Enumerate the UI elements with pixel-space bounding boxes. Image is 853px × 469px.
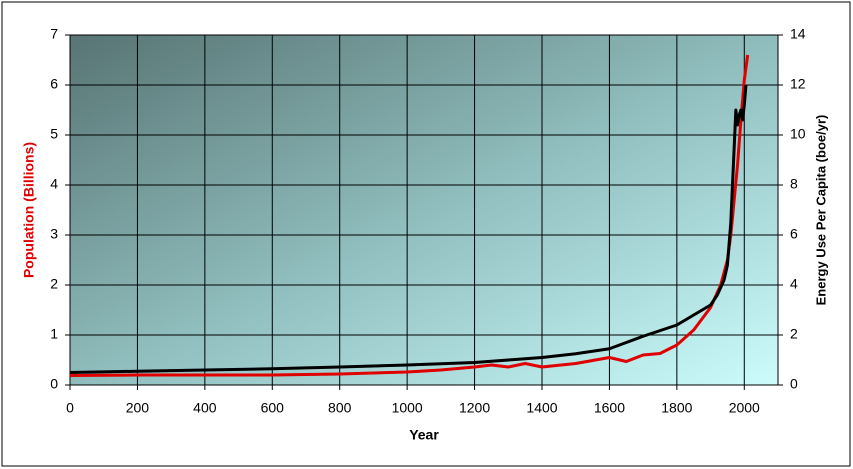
- y-tick-label: 5: [50, 126, 58, 142]
- y-tick-label: 3: [50, 226, 58, 242]
- y2-tick-label: 2: [790, 326, 798, 342]
- y-axis-title: Population (Billions): [21, 142, 37, 278]
- x-tick-label: 400: [193, 400, 217, 416]
- y2-tick-label: 6: [790, 226, 798, 242]
- plot-border: [69, 34, 779, 386]
- x-tick-label: 800: [328, 400, 352, 416]
- x-tick-label: 1600: [594, 400, 625, 416]
- series-line: [69, 84, 748, 374]
- y2-tick-label: 12: [790, 76, 806, 92]
- y2-axis-title: Energy Use Per Capita (boe/yr): [813, 115, 828, 306]
- x-tick-label: 1000: [392, 400, 423, 416]
- y-tick-label: 7: [50, 26, 58, 42]
- x-tick-label: 2000: [729, 400, 760, 416]
- y-tick-label: 0: [50, 376, 58, 392]
- y-tick-label: 1: [50, 326, 58, 342]
- y2-tick-label: 0: [790, 376, 798, 392]
- x-tick-label: 600: [261, 400, 285, 416]
- y-tick-label: 6: [50, 76, 58, 92]
- x-tick-label: 0: [66, 400, 74, 416]
- y2-tick-label: 4: [790, 276, 798, 292]
- x-tick-label: 1800: [661, 400, 692, 416]
- y-tick-label: 2: [50, 276, 58, 292]
- y2-tick-label: 14: [790, 26, 806, 42]
- x-axis-title: Year: [409, 427, 439, 443]
- x-tick-label: 1400: [526, 400, 557, 416]
- x-tick-label: 1200: [459, 400, 490, 416]
- y-tick-label: 4: [50, 176, 58, 192]
- plot-area: [70, 35, 778, 385]
- x-tick-label: 200: [126, 400, 150, 416]
- y2-tick-label: 8: [790, 176, 798, 192]
- y2-tick-label: 10: [790, 126, 806, 142]
